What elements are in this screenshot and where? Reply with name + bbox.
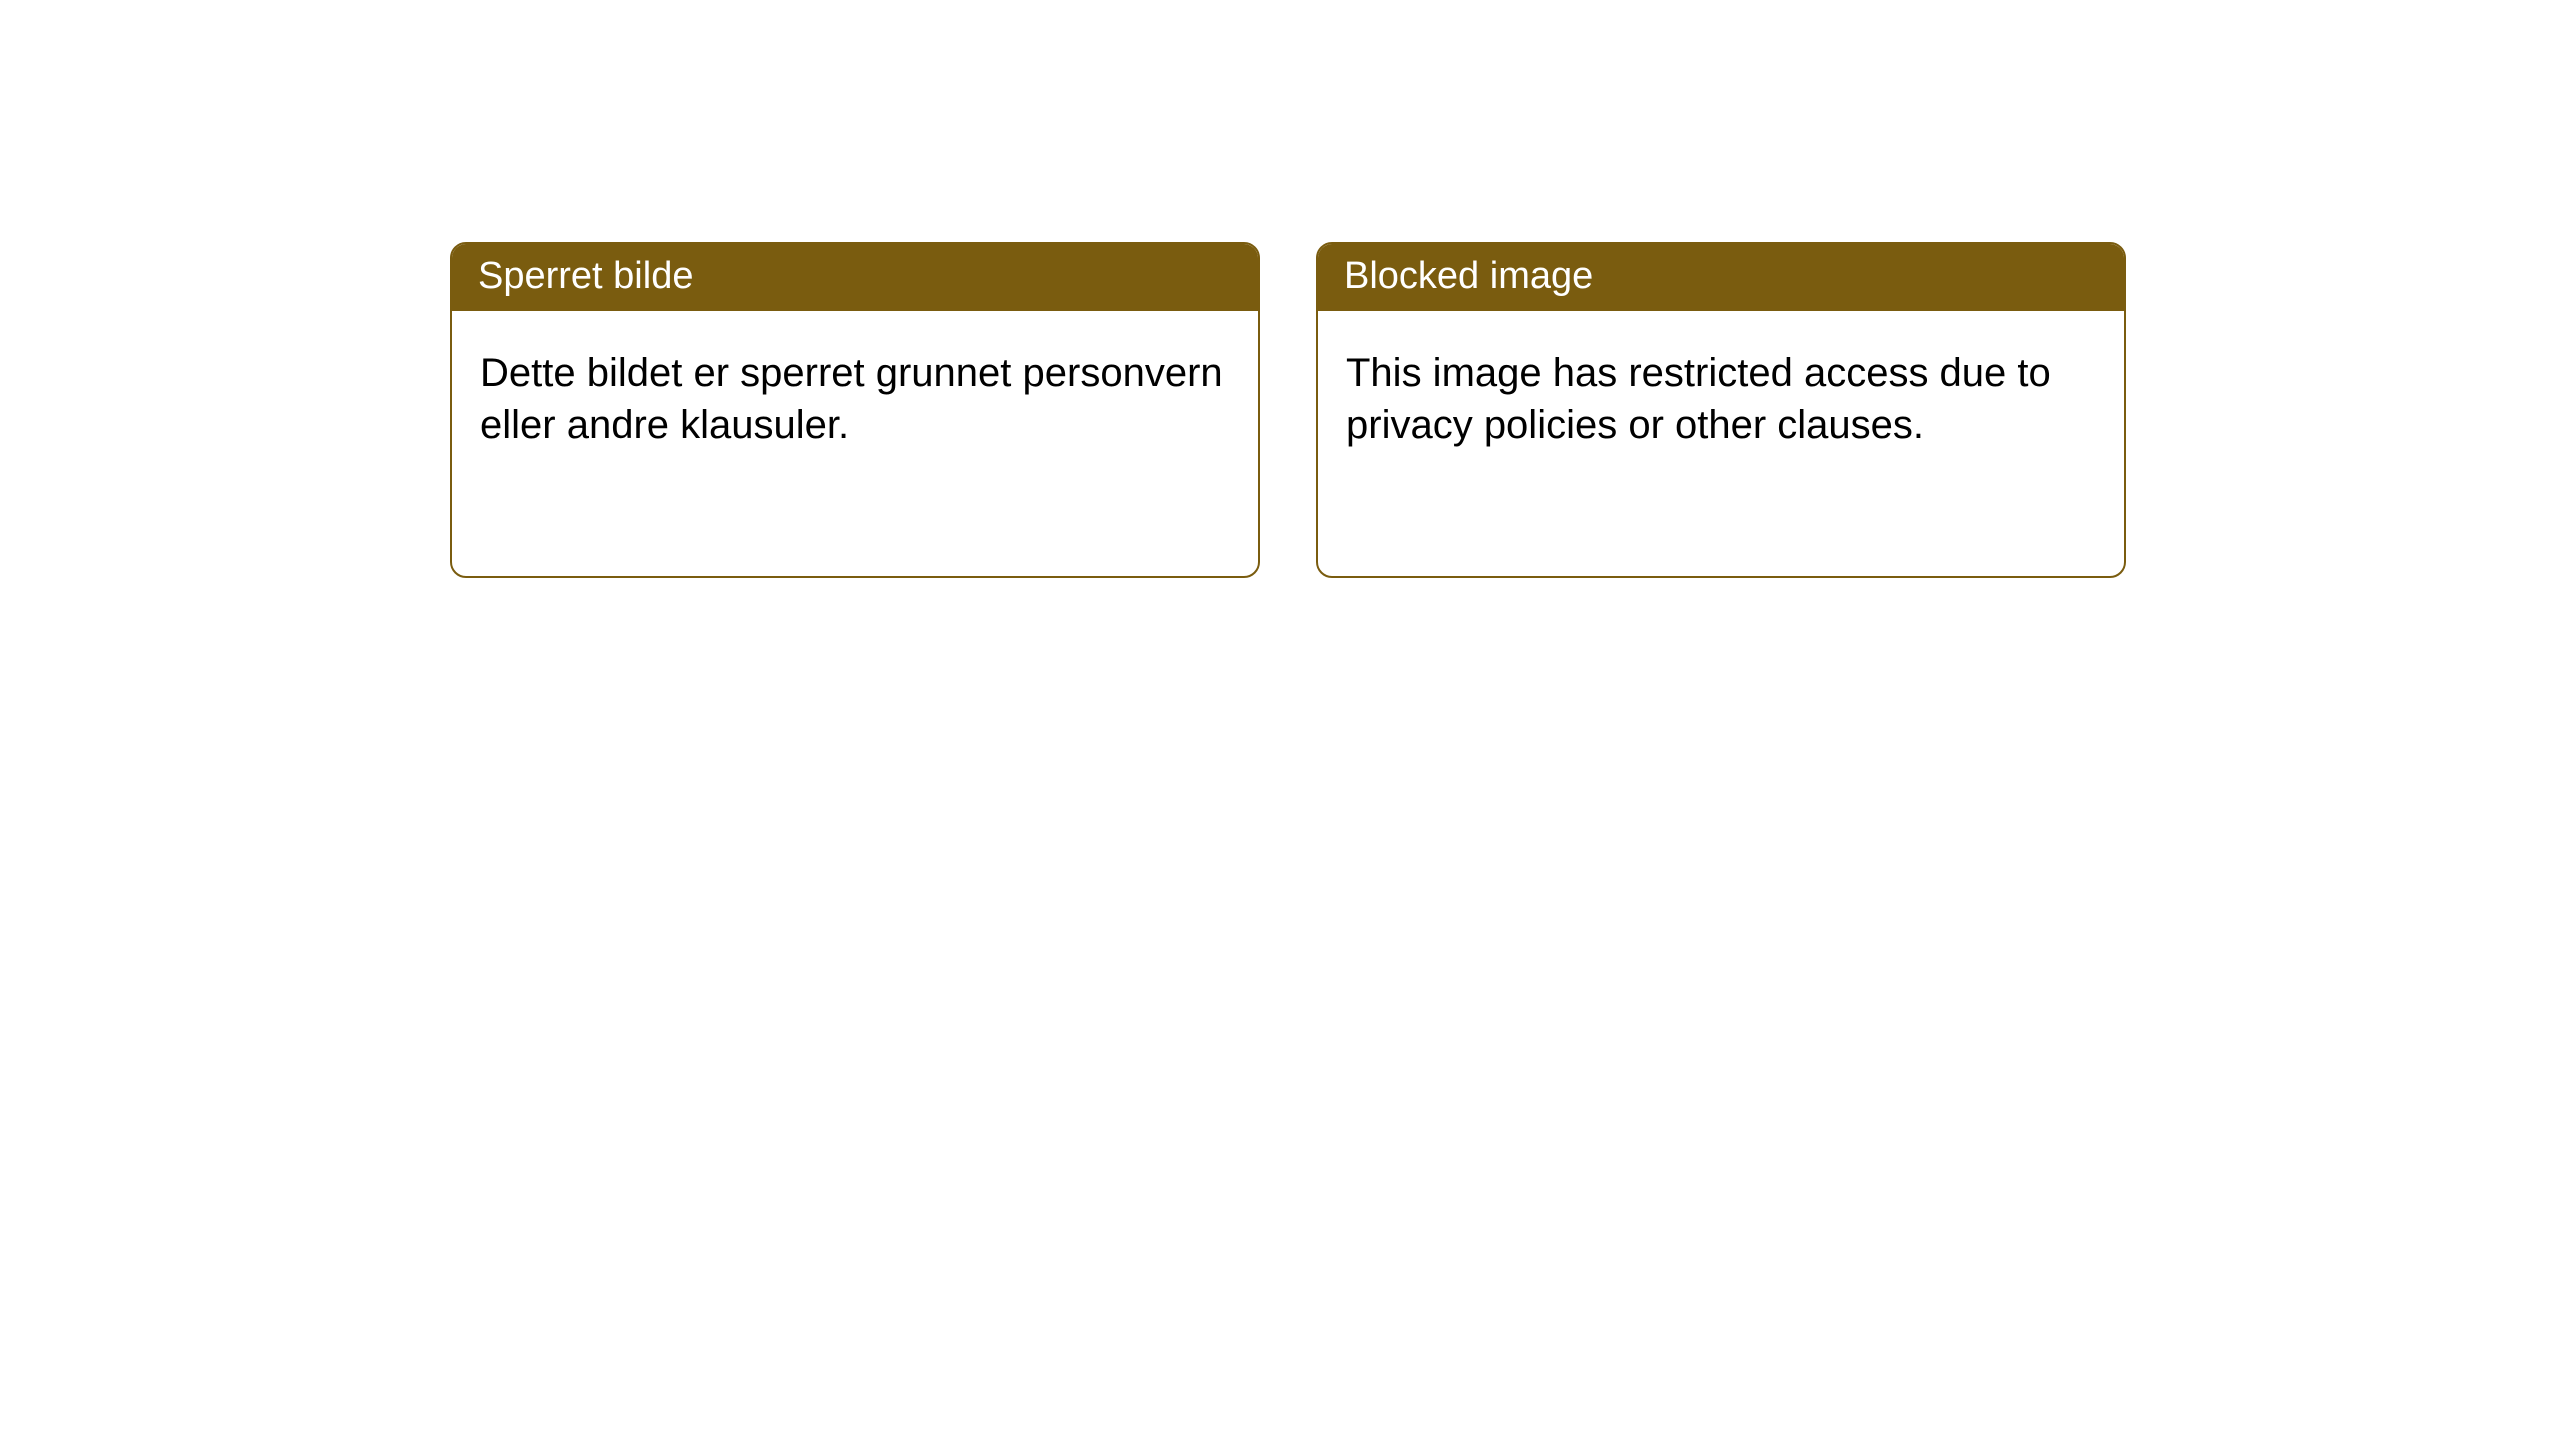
notice-header-no: Sperret bilde [452, 244, 1258, 311]
notice-body-no: Dette bildet er sperret grunnet personve… [452, 311, 1258, 479]
notice-body-en: This image has restricted access due to … [1318, 311, 2124, 479]
notice-container: Sperret bilde Dette bildet er sperret gr… [450, 242, 2126, 578]
notice-text-no: Dette bildet er sperret grunnet personve… [480, 351, 1223, 447]
notice-card-no: Sperret bilde Dette bildet er sperret gr… [450, 242, 1260, 578]
notice-card-en: Blocked image This image has restricted … [1316, 242, 2126, 578]
notice-text-en: This image has restricted access due to … [1346, 351, 2051, 447]
notice-title-en: Blocked image [1344, 255, 1593, 297]
notice-title-no: Sperret bilde [478, 255, 693, 297]
notice-header-en: Blocked image [1318, 244, 2124, 311]
